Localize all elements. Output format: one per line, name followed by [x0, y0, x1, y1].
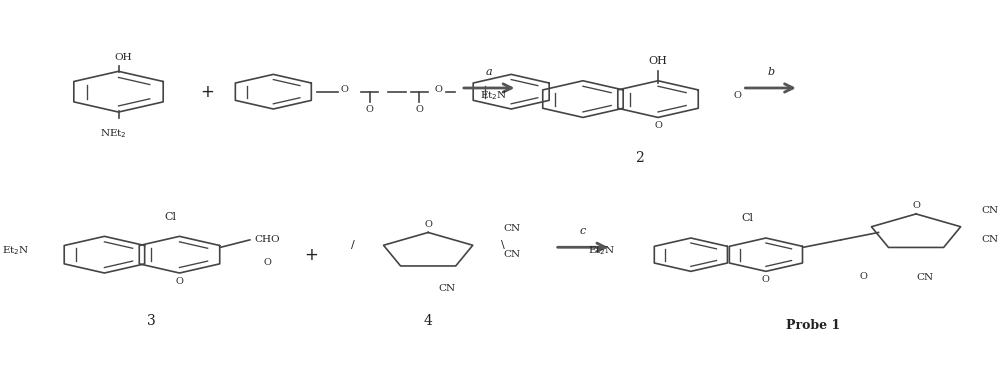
- Text: O: O: [733, 91, 741, 100]
- Text: O: O: [434, 85, 442, 94]
- Text: O: O: [654, 121, 662, 130]
- Text: CN: CN: [982, 206, 999, 215]
- Text: O: O: [424, 220, 432, 229]
- Text: CN: CN: [438, 284, 455, 293]
- Text: \: \: [501, 240, 505, 250]
- Text: CN: CN: [917, 273, 934, 282]
- Text: 3: 3: [147, 314, 156, 328]
- Text: O: O: [264, 258, 272, 267]
- Text: O: O: [860, 272, 868, 281]
- Text: Probe 1: Probe 1: [786, 318, 840, 332]
- Text: Cl: Cl: [741, 213, 753, 223]
- Text: CN: CN: [503, 224, 520, 233]
- Text: NEt$_2$: NEt$_2$: [100, 127, 127, 139]
- Text: 4: 4: [424, 314, 433, 328]
- Text: /: /: [351, 240, 355, 250]
- Text: O: O: [176, 277, 183, 286]
- Text: OH: OH: [114, 53, 132, 62]
- Text: CN: CN: [503, 250, 520, 259]
- Text: O: O: [416, 105, 423, 114]
- Text: CHO: CHO: [255, 235, 280, 244]
- Text: O: O: [366, 105, 374, 114]
- Text: +: +: [201, 83, 215, 101]
- Text: O: O: [762, 275, 770, 284]
- Text: Et$_2$N: Et$_2$N: [588, 244, 616, 258]
- Text: a: a: [486, 67, 492, 77]
- Text: O: O: [341, 85, 349, 94]
- Text: OH: OH: [649, 56, 667, 66]
- Text: CN: CN: [982, 235, 999, 244]
- Text: c: c: [580, 226, 586, 236]
- Text: Et$_2$N: Et$_2$N: [2, 244, 29, 258]
- Text: +: +: [304, 246, 318, 264]
- Text: 2: 2: [635, 152, 644, 165]
- Text: Et$_2$N: Et$_2$N: [480, 89, 508, 102]
- Text: Cl: Cl: [164, 212, 176, 221]
- Text: b: b: [767, 67, 774, 77]
- Text: O: O: [912, 201, 920, 210]
